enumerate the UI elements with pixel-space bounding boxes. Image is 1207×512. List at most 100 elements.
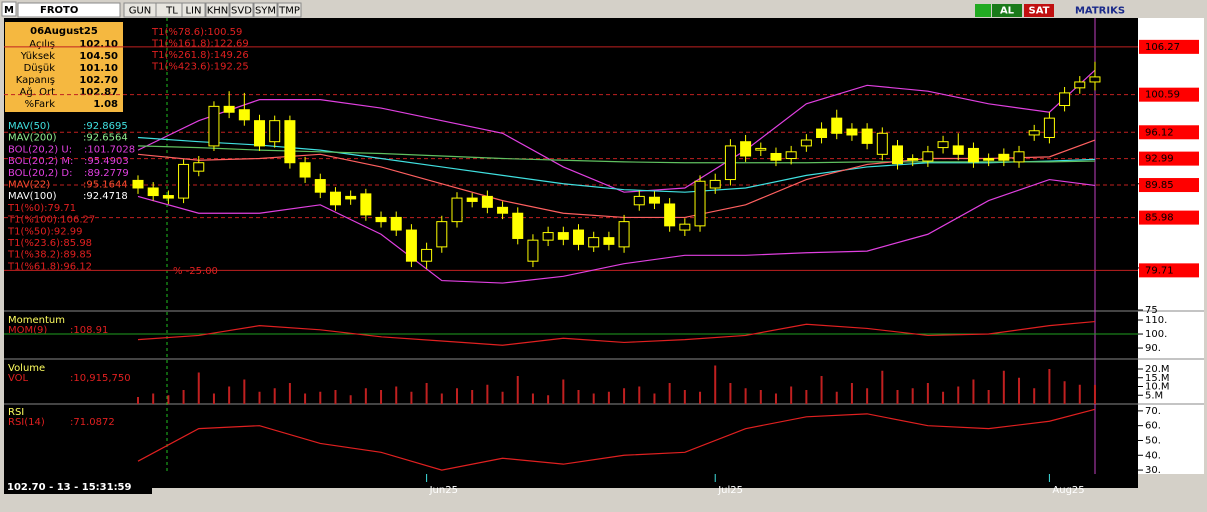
legend-value: :89.2779 — [84, 168, 129, 179]
overlay-line — [137, 69, 1096, 193]
level-label: 96.12 — [1145, 127, 1174, 138]
toolbar-button[interactable] — [181, 2, 206, 18]
candle-body — [223, 105, 235, 113]
candle-body — [238, 109, 250, 121]
y-tick-label: 30. — [1145, 465, 1161, 476]
candle-body — [557, 232, 569, 240]
info-value: 101.10 — [79, 63, 118, 74]
symbol[interactable]: FROTO — [40, 5, 78, 16]
info-date: 06August25 — [30, 26, 98, 37]
panel-title: RSI — [8, 407, 24, 418]
toolbar-label[interactable]: TL — [165, 6, 178, 17]
candle-body — [193, 162, 205, 172]
logo-letter: M — [4, 5, 14, 16]
fib-label: T1(%78.6):100.59 — [151, 27, 242, 38]
info-label: %Fark — [25, 99, 56, 110]
legend-value: :101.7028 — [84, 144, 135, 155]
fib-label: T1(%161.8):122.69 — [151, 39, 249, 50]
date-label: Aug25 — [1052, 485, 1084, 496]
buy-btn[interactable] — [992, 4, 1022, 17]
buy[interactable]: AL — [1000, 6, 1015, 17]
candle-body — [345, 195, 357, 200]
panel-title: Momentum — [8, 315, 65, 326]
y-tick-label: 100. — [1145, 329, 1167, 340]
candle-body — [299, 162, 311, 178]
candle-body — [740, 141, 752, 157]
y-tick-label: 60. — [1145, 421, 1161, 432]
candle-body — [588, 237, 600, 248]
y-tick-label: 90. — [1145, 343, 1161, 354]
legend-value: :92.8695 — [83, 121, 128, 132]
date-axis — [4, 474, 1138, 488]
legend-value: :92.4718 — [83, 191, 128, 202]
sell-btn[interactable] — [1024, 4, 1054, 17]
candle-body — [527, 239, 539, 262]
level-label: 89.85 — [1145, 180, 1174, 191]
level-label: 100.59 — [1145, 90, 1180, 101]
overlay-line — [137, 178, 1096, 284]
toolbar-button[interactable] — [205, 2, 230, 18]
candle-body — [375, 216, 387, 223]
candle-body — [709, 179, 721, 189]
info-label: Ağ. Ort — [20, 86, 56, 98]
legend-name: BOL(20,2) D: — [8, 168, 72, 179]
toolbar-label[interactable]: SYM — [255, 6, 276, 17]
candle-body — [390, 216, 402, 231]
candle-body — [664, 203, 676, 227]
toolbar-button[interactable] — [253, 2, 278, 18]
legend-name: T1(%50):92.99 — [7, 226, 83, 237]
candle-body — [816, 128, 828, 138]
level-box — [1139, 39, 1199, 54]
info-box — [5, 22, 123, 112]
y-tick-label: 110. — [1145, 315, 1167, 326]
brand: MATRIKS — [1075, 6, 1125, 17]
refresh[interactable] — [975, 4, 991, 17]
candle-body — [314, 179, 326, 193]
toolbar-label[interactable]: SVD — [231, 6, 252, 17]
candle-body — [360, 193, 372, 216]
info-value: 102.10 — [79, 39, 118, 50]
level-box — [1139, 151, 1199, 166]
y-tick-label: 15.M — [1145, 373, 1170, 384]
candle-body — [937, 141, 949, 149]
candle-body — [329, 191, 341, 206]
candle-body — [785, 151, 797, 160]
toolbar-label[interactable]: KHN — [207, 6, 229, 17]
candle-body — [922, 151, 934, 162]
y-tick-label: 20.M — [1145, 364, 1170, 375]
candle-body — [573, 229, 585, 245]
candle-body — [1043, 117, 1055, 138]
candle-body — [907, 158, 919, 161]
info-label: Açılış — [29, 39, 55, 50]
series-value: :10,915,750 — [70, 373, 131, 384]
candle-body — [1013, 151, 1025, 163]
info-label: Düşük — [24, 63, 56, 74]
candle-body — [618, 221, 630, 248]
y-tick-label: 50. — [1145, 435, 1161, 446]
legend-name: MAV(100) — [8, 191, 57, 202]
candle-body — [861, 128, 873, 144]
sell[interactable]: SAT — [1029, 6, 1050, 17]
candle-body — [421, 248, 433, 262]
candle-body — [542, 232, 554, 241]
candle-body — [800, 139, 812, 147]
candle-body — [694, 180, 706, 227]
symbol-box[interactable] — [17, 2, 121, 18]
toolbar-label[interactable]: LIN — [185, 6, 201, 17]
toolbar-button[interactable] — [277, 2, 302, 18]
legend-name: MAV(200) — [8, 133, 57, 144]
candle-body — [876, 132, 888, 155]
y-tick-label: 70. — [1145, 406, 1161, 417]
candle-body — [1089, 76, 1101, 83]
toolbar-label[interactable]: GUN — [129, 6, 152, 17]
toolbar-button[interactable] — [229, 2, 254, 18]
candle-body — [147, 187, 159, 197]
candle-body — [284, 120, 296, 164]
candle-body — [1028, 130, 1040, 136]
legend-value: :92.6564 — [83, 133, 128, 144]
info-label: Kapanış — [16, 75, 55, 86]
candle-body — [831, 117, 843, 134]
overlay-line — [137, 145, 1095, 164]
info-value: 102.70 — [79, 75, 118, 86]
toolbar-label[interactable]: TMP — [278, 6, 300, 17]
